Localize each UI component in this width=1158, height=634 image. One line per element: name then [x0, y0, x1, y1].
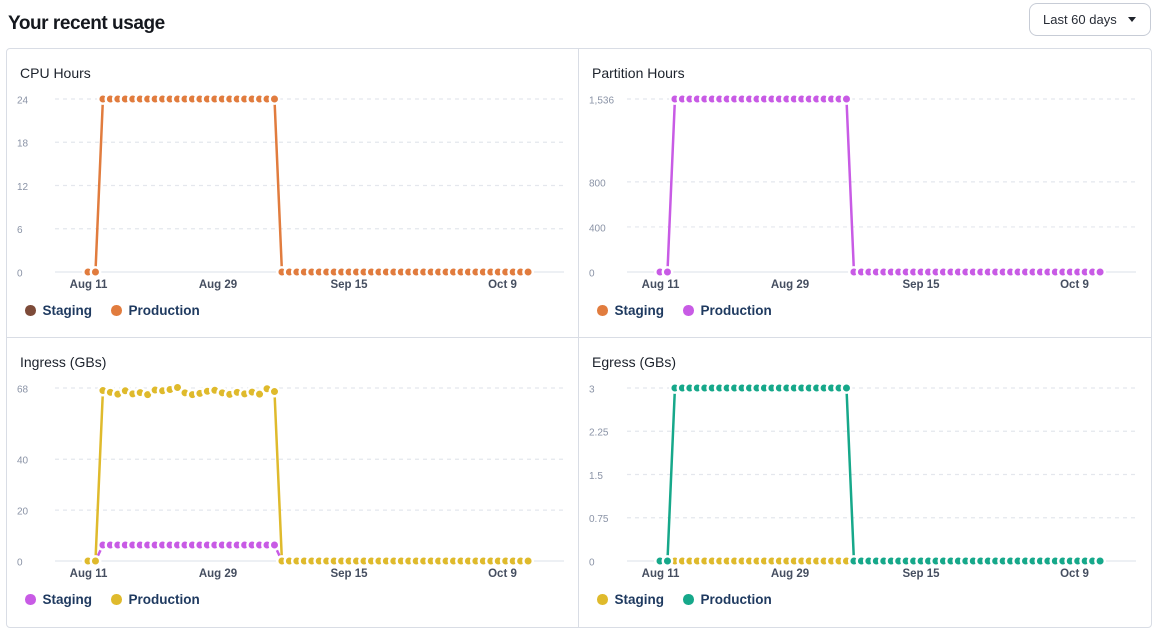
svg-text:Sep 15: Sep 15 — [902, 568, 940, 580]
svg-text:Aug 29: Aug 29 — [771, 568, 809, 580]
svg-text:68: 68 — [17, 384, 29, 395]
svg-text:Aug 11: Aug 11 — [642, 568, 680, 580]
svg-text:2.25: 2.25 — [589, 428, 609, 439]
svg-text:Sep 15: Sep 15 — [330, 279, 368, 291]
svg-text:0: 0 — [589, 557, 595, 568]
svg-text:800: 800 — [589, 178, 606, 189]
svg-text:18: 18 — [17, 139, 29, 150]
svg-text:Aug 29: Aug 29 — [771, 279, 809, 291]
svg-text:Sep 15: Sep 15 — [330, 568, 368, 580]
svg-text:Aug 11: Aug 11 — [642, 279, 680, 291]
svg-text:0: 0 — [17, 557, 23, 568]
svg-text:Oct 9: Oct 9 — [488, 279, 517, 291]
svg-text:Aug 29: Aug 29 — [199, 279, 237, 291]
svg-text:Sep 15: Sep 15 — [902, 279, 940, 291]
svg-text:Aug 11: Aug 11 — [70, 279, 108, 291]
svg-text:0: 0 — [17, 268, 23, 279]
svg-text:1.5: 1.5 — [589, 471, 603, 482]
svg-text:0.75: 0.75 — [589, 514, 609, 525]
svg-text:Aug 11: Aug 11 — [70, 568, 108, 580]
svg-text:Aug 29: Aug 29 — [199, 568, 237, 580]
svg-text:20: 20 — [17, 507, 29, 518]
svg-text:6: 6 — [17, 225, 23, 236]
svg-text:400: 400 — [589, 223, 606, 234]
svg-text:Oct 9: Oct 9 — [1060, 568, 1089, 580]
svg-text:12: 12 — [17, 182, 29, 193]
svg-text:Oct 9: Oct 9 — [488, 568, 517, 580]
svg-text:Oct 9: Oct 9 — [1060, 279, 1089, 291]
svg-text:3: 3 — [589, 384, 595, 395]
svg-text:24: 24 — [17, 95, 29, 106]
svg-text:40: 40 — [17, 456, 29, 467]
svg-text:1,536: 1,536 — [589, 95, 614, 106]
svg-text:0: 0 — [589, 268, 595, 279]
